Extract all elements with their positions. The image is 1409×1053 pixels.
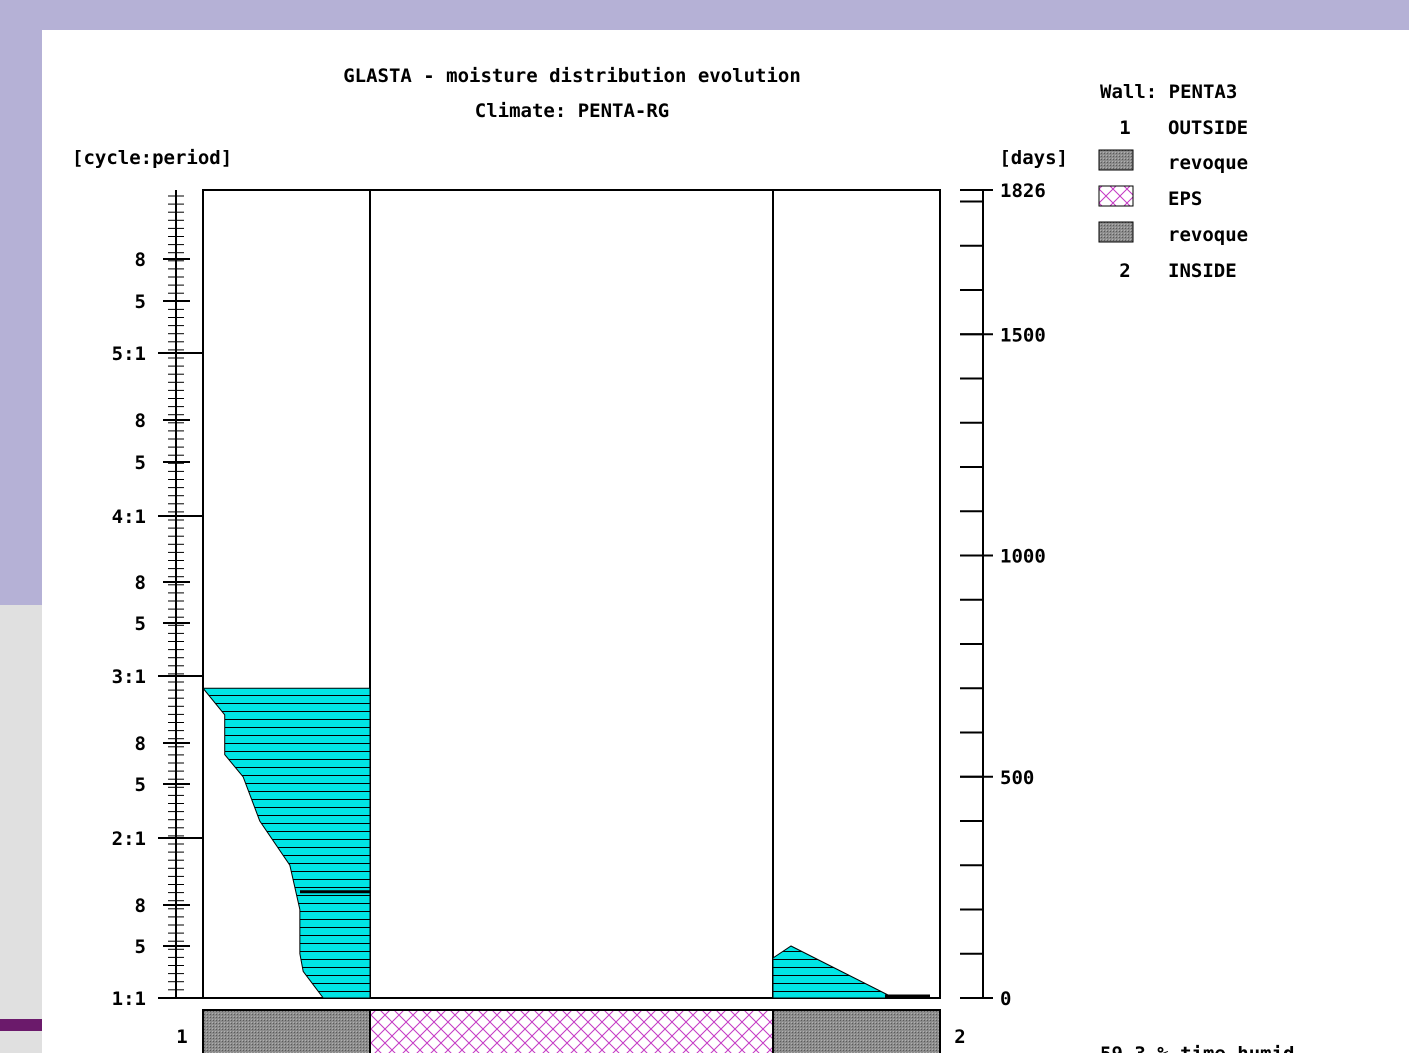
chart-subtitle: Climate: PENTA-RG bbox=[475, 100, 669, 122]
left-axis-tick-label: 8 bbox=[135, 410, 146, 432]
chart-panel bbox=[42, 30, 1409, 1053]
left-axis-tick-label: 5 bbox=[135, 452, 146, 474]
wet-zone-outside bbox=[201, 687, 371, 999]
wall-cross-section bbox=[202, 1009, 941, 1053]
right-axis-label: [days] bbox=[999, 147, 1068, 169]
right-axis-tick-label: 1500 bbox=[1000, 324, 1046, 346]
left-axis-tick-label: 2:1 bbox=[112, 828, 146, 850]
wet-zone-inside bbox=[772, 945, 929, 999]
left-axis-tick-label: 8 bbox=[135, 572, 146, 594]
plot-frame bbox=[202, 189, 941, 999]
left-axis-tick-label: 8 bbox=[135, 733, 146, 755]
right-axis-tick-label: 1000 bbox=[1000, 546, 1046, 568]
right-axis-tick-label: 0 bbox=[1000, 988, 1011, 1010]
right-axis-tick-label: 500 bbox=[1000, 767, 1034, 789]
footer-humid-text: 59.3 %-time humid bbox=[1100, 1043, 1294, 1053]
wall-layer-revoque-outside bbox=[202, 1009, 371, 1053]
left-axis-tick-label: 4:1 bbox=[112, 506, 146, 528]
legend-key: 1 bbox=[1119, 117, 1130, 139]
wet-zones bbox=[201, 687, 930, 999]
slide-top-band bbox=[0, 0, 1409, 30]
wall-side-label-inside: 2 bbox=[954, 1026, 965, 1048]
left-axis: 8 5 5:1 8 5 4:1 8 5 3:1 8 5 2:1 8 5 1:1 bbox=[112, 190, 203, 1010]
legend-label: EPS bbox=[1168, 188, 1202, 210]
legend-swatch-gray bbox=[1098, 149, 1134, 171]
wall-layer-revoque-inside bbox=[772, 1009, 941, 1053]
slide-left-band bbox=[0, 0, 42, 605]
wall-layer-eps bbox=[369, 1009, 774, 1053]
left-axis-tick-label: 8 bbox=[135, 895, 146, 917]
left-axis-tick-label: 5 bbox=[135, 291, 146, 313]
legend: 1 OUTSIDE revoque EPS revoque 2 INSIDE bbox=[1098, 117, 1248, 282]
left-axis-tick-label: 5:1 bbox=[112, 343, 146, 365]
right-axis-tick-label: 1826 bbox=[1000, 180, 1046, 202]
legend-swatch-crosshatch bbox=[1098, 185, 1134, 207]
left-axis-tick-label: 8 bbox=[135, 249, 146, 271]
chart-title: GLASTA - moisture distribution evolution bbox=[343, 65, 801, 87]
legend-label: OUTSIDE bbox=[1168, 117, 1248, 139]
legend-label: INSIDE bbox=[1168, 260, 1237, 282]
legend-label: revoque bbox=[1168, 152, 1248, 174]
left-axis-label: [cycle:period] bbox=[72, 147, 232, 169]
left-axis-tick-label: 1:1 bbox=[112, 988, 146, 1010]
left-axis-tick-label: 3:1 bbox=[112, 666, 146, 688]
left-axis-tick-label: 5 bbox=[135, 774, 146, 796]
left-axis-tick-label: 5 bbox=[135, 613, 146, 635]
legend-key: 2 bbox=[1119, 260, 1130, 282]
left-axis-tick-label: 5 bbox=[135, 936, 146, 958]
legend-swatch-gray bbox=[1098, 221, 1134, 243]
legend-wall-label: Wall: PENTA3 bbox=[1100, 81, 1237, 103]
slide-accent-bar bbox=[0, 1019, 42, 1031]
wall-side-label-outside: 1 bbox=[176, 1026, 187, 1048]
legend-label: revoque bbox=[1168, 224, 1248, 246]
right-axis: 1826 1500 1000 500 0 bbox=[960, 180, 1046, 1010]
